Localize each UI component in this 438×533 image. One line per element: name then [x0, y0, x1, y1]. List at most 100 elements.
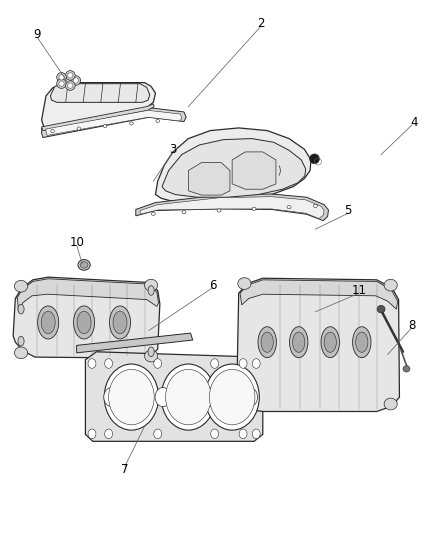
Ellipse shape — [66, 81, 75, 91]
Ellipse shape — [403, 366, 410, 372]
Text: 9: 9 — [33, 28, 41, 41]
PathPatch shape — [77, 333, 193, 353]
Ellipse shape — [217, 209, 221, 212]
PathPatch shape — [140, 197, 324, 219]
Circle shape — [211, 359, 219, 368]
Text: 7: 7 — [121, 463, 129, 475]
Ellipse shape — [103, 124, 107, 127]
Ellipse shape — [57, 79, 66, 88]
Ellipse shape — [18, 336, 24, 346]
Circle shape — [161, 364, 215, 430]
PathPatch shape — [50, 84, 150, 102]
Text: 4: 4 — [410, 116, 418, 129]
Ellipse shape — [57, 72, 66, 82]
Ellipse shape — [252, 207, 256, 211]
Text: 3: 3 — [170, 143, 177, 156]
Ellipse shape — [182, 211, 186, 214]
Ellipse shape — [377, 305, 385, 313]
Circle shape — [209, 369, 255, 425]
PathPatch shape — [162, 139, 306, 197]
Ellipse shape — [71, 76, 81, 85]
Text: 8: 8 — [408, 319, 415, 332]
Circle shape — [239, 429, 247, 439]
PathPatch shape — [42, 83, 155, 127]
Ellipse shape — [287, 206, 291, 209]
PathPatch shape — [155, 128, 311, 203]
PathPatch shape — [46, 110, 182, 135]
Ellipse shape — [151, 212, 155, 215]
PathPatch shape — [188, 163, 230, 195]
Text: 2: 2 — [257, 18, 265, 30]
Ellipse shape — [290, 327, 308, 358]
Circle shape — [252, 359, 260, 368]
Circle shape — [109, 369, 154, 425]
Ellipse shape — [238, 398, 251, 410]
Circle shape — [166, 369, 211, 425]
Circle shape — [202, 387, 218, 407]
Text: 6: 6 — [208, 279, 216, 292]
Circle shape — [211, 429, 219, 439]
Ellipse shape — [59, 75, 64, 80]
Ellipse shape — [353, 327, 371, 358]
Ellipse shape — [77, 311, 91, 334]
Text: 11: 11 — [352, 284, 367, 297]
Ellipse shape — [78, 260, 90, 270]
Ellipse shape — [156, 119, 159, 123]
Circle shape — [154, 429, 162, 439]
Ellipse shape — [14, 347, 28, 359]
Ellipse shape — [113, 311, 127, 334]
Text: 5: 5 — [345, 204, 352, 217]
PathPatch shape — [13, 277, 160, 358]
PathPatch shape — [136, 194, 328, 221]
Circle shape — [205, 364, 259, 430]
Circle shape — [239, 359, 247, 368]
Ellipse shape — [68, 83, 73, 88]
Ellipse shape — [145, 350, 158, 362]
Ellipse shape — [145, 279, 158, 291]
Circle shape — [252, 429, 260, 439]
Ellipse shape — [130, 122, 133, 125]
Circle shape — [104, 364, 159, 430]
Ellipse shape — [238, 278, 251, 289]
PathPatch shape — [42, 104, 154, 131]
Ellipse shape — [68, 72, 73, 78]
Circle shape — [155, 387, 171, 407]
PathPatch shape — [85, 352, 263, 441]
PathPatch shape — [240, 280, 398, 309]
Ellipse shape — [148, 286, 154, 295]
PathPatch shape — [42, 108, 186, 138]
Ellipse shape — [261, 332, 273, 352]
Ellipse shape — [18, 304, 24, 314]
Ellipse shape — [321, 327, 339, 358]
Ellipse shape — [310, 154, 319, 164]
Ellipse shape — [77, 127, 81, 130]
PathPatch shape — [237, 278, 399, 411]
Ellipse shape — [51, 130, 54, 133]
Circle shape — [242, 387, 258, 407]
Ellipse shape — [293, 332, 305, 352]
Circle shape — [88, 359, 96, 368]
Ellipse shape — [80, 262, 88, 268]
PathPatch shape — [232, 152, 276, 189]
Ellipse shape — [258, 327, 276, 358]
Ellipse shape — [73, 78, 78, 83]
Circle shape — [105, 429, 113, 439]
Ellipse shape — [38, 306, 59, 339]
Circle shape — [104, 387, 120, 407]
Ellipse shape — [148, 347, 154, 357]
Ellipse shape — [384, 398, 397, 410]
Ellipse shape — [110, 306, 131, 339]
Ellipse shape — [384, 279, 397, 291]
Ellipse shape — [356, 332, 368, 352]
Ellipse shape — [66, 70, 75, 80]
PathPatch shape — [17, 279, 159, 312]
Circle shape — [154, 359, 162, 368]
Ellipse shape — [59, 81, 64, 86]
Ellipse shape — [314, 204, 317, 207]
Circle shape — [105, 359, 113, 368]
Ellipse shape — [74, 306, 95, 339]
Ellipse shape — [324, 332, 336, 352]
Ellipse shape — [14, 280, 28, 292]
Ellipse shape — [41, 311, 55, 334]
Circle shape — [88, 429, 96, 439]
